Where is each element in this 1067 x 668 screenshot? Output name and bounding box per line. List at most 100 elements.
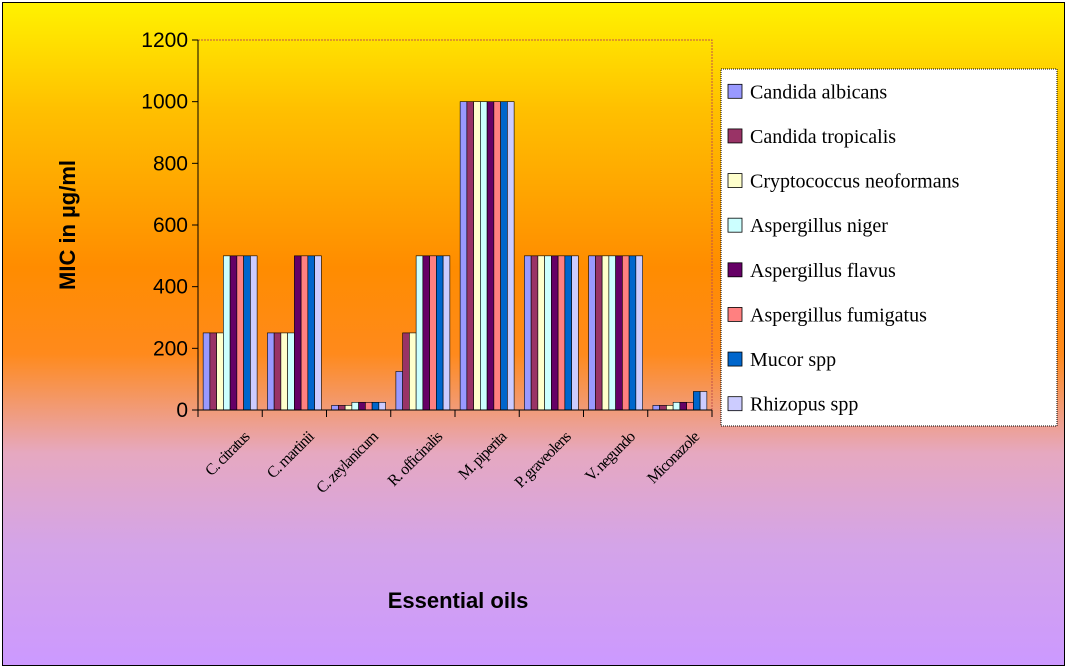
- legend-swatch: [727, 396, 743, 412]
- bar: [486, 101, 495, 411]
- legend-box: [720, 68, 1058, 427]
- bar: [615, 255, 623, 411]
- bar: [686, 401, 694, 411]
- bar: [537, 255, 545, 411]
- bar: [402, 332, 410, 411]
- x-tick-label: M. piperita: [455, 428, 510, 483]
- bar: [314, 255, 322, 411]
- bar: [672, 401, 681, 411]
- bar: [229, 255, 238, 411]
- bar: [307, 255, 315, 411]
- bar: [588, 255, 596, 411]
- bar: [601, 255, 610, 411]
- y-tick-label: 1200: [141, 29, 188, 52]
- bar: [551, 255, 559, 411]
- x-tick-label: Miconazole: [644, 428, 703, 487]
- bar: [608, 255, 616, 411]
- bar: [500, 101, 508, 411]
- bar: [331, 405, 339, 411]
- bar: [209, 332, 217, 411]
- bar: [365, 401, 373, 411]
- bar: [338, 405, 346, 411]
- bar: [436, 255, 444, 411]
- legend-swatch: [727, 262, 743, 278]
- bar: [473, 101, 481, 411]
- legend-label: Candida tropicalis: [750, 126, 896, 148]
- x-tick-label: C. martinii: [264, 428, 318, 482]
- bar: [635, 255, 643, 411]
- bar: [273, 332, 282, 411]
- bar: [250, 255, 258, 411]
- bar: [524, 255, 532, 411]
- legend-label: Mucor spp: [750, 349, 836, 371]
- bar: [294, 255, 302, 411]
- bar: [530, 255, 539, 411]
- y-tick-label: 600: [153, 214, 188, 237]
- bar: [243, 255, 251, 411]
- bar: [216, 332, 224, 411]
- bar: [236, 255, 244, 411]
- x-axis-title: Essential oils: [388, 588, 529, 613]
- y-tick-label: 400: [153, 276, 188, 299]
- bar: [679, 401, 687, 411]
- bar: [344, 405, 353, 411]
- legend-label: Aspergillus flavus: [750, 260, 896, 282]
- x-tick-label: V. negundo: [582, 428, 639, 485]
- bar: [267, 332, 275, 411]
- bar: [466, 101, 474, 411]
- y-tick-label: 0: [176, 399, 188, 422]
- legend-swatch: [727, 217, 743, 233]
- bar: [595, 255, 603, 411]
- bar: [371, 401, 380, 411]
- bar: [622, 255, 630, 411]
- legend-swatch: [727, 307, 743, 322]
- bar: [429, 255, 437, 411]
- x-tick-label: P. graveolens: [512, 428, 575, 491]
- legend-label: Cryptococcus neoformans: [750, 171, 960, 193]
- bar: [659, 405, 667, 411]
- bar: [422, 255, 430, 411]
- x-tick-label: C. zeylanicum: [313, 428, 382, 497]
- bar: [351, 401, 359, 411]
- bar-chart: 0 200 400 600 800 1000 1200 C. citratus C. marti…: [55, 29, 1058, 613]
- bar: [652, 405, 660, 411]
- bar: [699, 391, 708, 411]
- bar: [507, 101, 515, 411]
- bar: [202, 332, 211, 411]
- bar: [564, 255, 572, 411]
- bar: [493, 101, 501, 411]
- bar: [480, 101, 488, 411]
- bar: [287, 332, 295, 411]
- bar: [223, 255, 231, 411]
- y-tick-label: 1000: [141, 91, 188, 114]
- bar: [409, 332, 417, 411]
- bar: [378, 401, 386, 411]
- bar: [557, 255, 566, 411]
- legend-label: Rhizopus spp: [750, 394, 858, 416]
- legend-swatch: [727, 351, 743, 367]
- bar: [666, 405, 674, 411]
- legend-swatch: [727, 128, 743, 144]
- y-axis-title: MIC in µg/ml: [55, 160, 80, 290]
- legend-label: Aspergillus niger: [750, 215, 888, 237]
- legend-label: Aspergillus fumigatus: [750, 304, 927, 326]
- legend-label: Candida albicans: [750, 81, 887, 103]
- bar: [395, 371, 403, 411]
- bar: [544, 255, 552, 411]
- bar: [571, 255, 579, 411]
- x-tick-label: C. citratus: [202, 428, 253, 479]
- legend: Candida albicans Candida tropicalis Crypto…: [720, 68, 1058, 427]
- bar: [300, 255, 309, 411]
- y-tick-label: 800: [153, 152, 188, 175]
- x-tick-label: R. officinalis: [385, 428, 447, 490]
- legend-swatch: [727, 83, 743, 99]
- bar: [459, 101, 468, 411]
- legend-swatch: [727, 173, 743, 188]
- y-tick-label: 200: [153, 337, 188, 360]
- bar: [693, 391, 701, 411]
- bar: [280, 332, 288, 411]
- bar: [628, 255, 637, 411]
- bar: [415, 255, 424, 411]
- bar: [442, 255, 451, 411]
